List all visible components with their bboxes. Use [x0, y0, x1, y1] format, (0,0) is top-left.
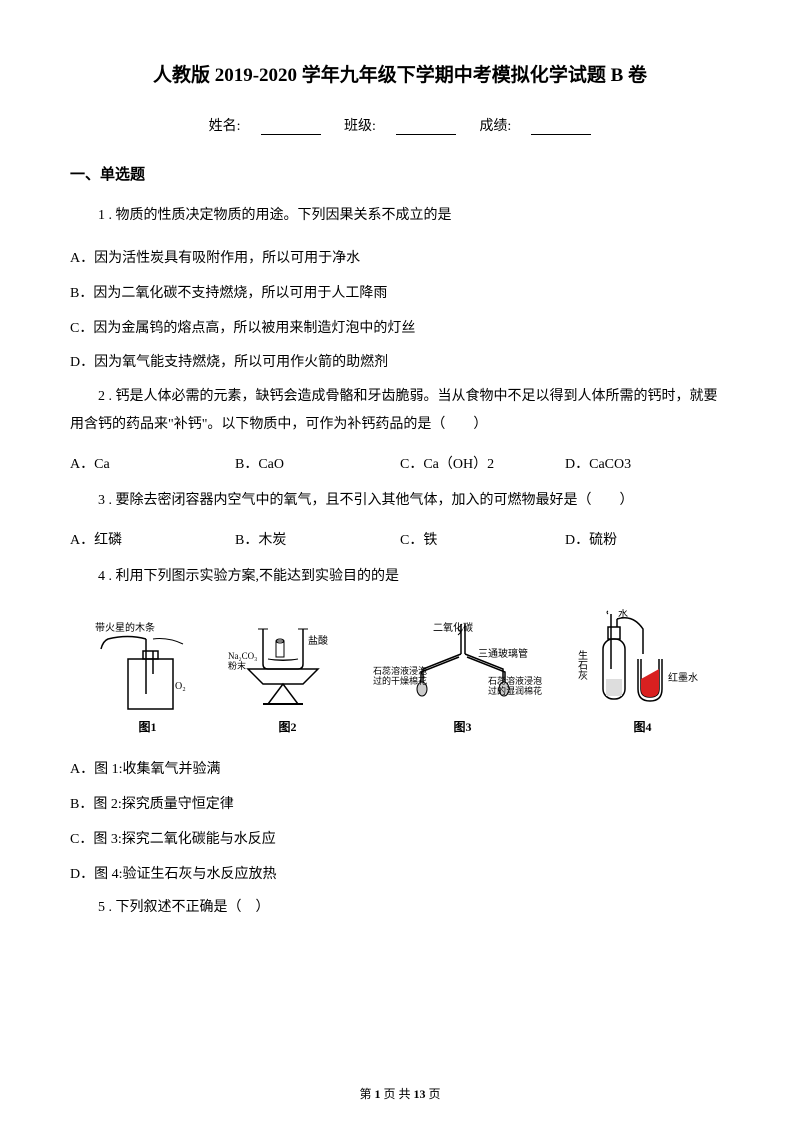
- fig1-label: 图1: [138, 718, 156, 735]
- q2-option-b: B．CaO: [235, 453, 400, 473]
- q2-options: A．Ca B．CaO C．Ca（OH）2 D．CaCO3: [70, 453, 730, 473]
- q4-options: A．图 1:收集氧气并验满 B．图 2:探究质量守恒定律 C．图 3:探究二氧化…: [70, 755, 730, 890]
- fig2-annot2-1: Na₂CO₃: [228, 651, 257, 661]
- section-1-title: 一、单选题: [70, 163, 730, 184]
- fig1-annot: 带火星的木条: [95, 621, 155, 634]
- q2-option-d: D．CaCO3: [565, 453, 730, 473]
- figure-1-svg: 带火星的木条 O₂: [93, 619, 203, 714]
- fig3-annot4-2: 过的湿润棉花: [488, 685, 542, 696]
- q1-options: A．因为活性炭具有吸附作用，所以可用于净水 B．因为二氧化碳不支持燃烧，所以可用…: [70, 244, 730, 379]
- q4-option-c: C．图 3:探究二氧化碳能与水反应: [70, 825, 730, 856]
- footer-suffix: 页: [426, 1087, 441, 1101]
- fig3-annot3-1: 石蕊溶液浸泡: [373, 665, 427, 676]
- q3-stem: 3 . 要除去密闭容器内空气中的氧气，且不引入其他气体，加入的可燃物最好是（ ）: [70, 487, 730, 515]
- q4-option-d: D．图 4:验证生石灰与水反应放热: [70, 860, 730, 891]
- q1-option-b: B．因为二氧化碳不支持燃烧，所以可用于人工降雨: [70, 279, 730, 310]
- q3-option-c: C．铁: [400, 529, 565, 549]
- q3-options: A．红磷 B．木炭 C．铁 D．硫粉: [70, 529, 730, 549]
- q5-stem: 5 . 下列叙述不正确是（ ）: [70, 894, 730, 922]
- page-footer: 第 1 页 共 13 页: [0, 1085, 800, 1102]
- fig2-label: 图2: [278, 718, 296, 735]
- fig3-annot2: 三通玻璃管: [478, 647, 528, 660]
- q3-option-a: A．红磷: [70, 529, 235, 549]
- q2-option-c: C．Ca（OH）2: [400, 453, 565, 473]
- fig2-annot1: 盐酸: [308, 634, 328, 647]
- fig3-annot4-1: 石蕊溶液浸泡: [488, 675, 542, 686]
- student-info-row: 姓名: 班级: 成绩:: [70, 115, 730, 135]
- q1-stem: 1 . 物质的性质决定物质的用途。下列因果关系不成立的是: [70, 202, 730, 230]
- name-blank: [261, 134, 321, 135]
- q4-option-a: A．图 1:收集氧气并验满: [70, 755, 730, 786]
- fig3-annot3-2: 过的干燥棉花: [373, 675, 427, 686]
- q3-option-b: B．木炭: [235, 529, 400, 549]
- q3-option-d: D．硫粉: [565, 529, 730, 549]
- q4-option-b: B．图 2:探究质量守恒定律: [70, 790, 730, 821]
- footer-mid: 页 共: [380, 1087, 413, 1101]
- figures-row: 带火星的木条 O₂ 图1 盐酸 Na₂CO₃ 粉末 图2: [70, 609, 730, 735]
- figure-4: 水 生 石 灰 红墨水 图4: [578, 609, 708, 735]
- q1-option-d: D．因为氧气能支持燃烧，所以可用作火箭的助燃剂: [70, 348, 730, 379]
- score-blank: [531, 134, 591, 135]
- fig3-label: 图3: [453, 718, 471, 735]
- figure-4-svg: 水 生 石 灰 红墨水: [578, 609, 708, 714]
- fig4-annot3: 红墨水: [668, 671, 698, 684]
- figure-2-svg: 盐酸 Na₂CO₃ 粉末: [228, 619, 348, 714]
- class-blank: [396, 134, 456, 135]
- q1-option-c: C．因为金属钨的熔点高，所以被用来制造灯泡中的灯丝: [70, 314, 730, 345]
- fig1-o2: O₂: [175, 681, 186, 692]
- fig3-annot1: 二氧化碳: [433, 621, 473, 634]
- fig2-annot2-2: 粉末: [228, 660, 246, 671]
- q4-stem: 4 . 利用下列图示实验方案,不能达到实验目的的是: [70, 563, 730, 591]
- page-title: 人教版 2019-2020 学年九年级下学期中考模拟化学试题 B 卷: [70, 60, 730, 87]
- name-label: 姓名:: [209, 119, 241, 134]
- figure-3-svg: 二氧化碳 三通玻璃管 石蕊溶液浸泡 过的干燥棉花 石蕊溶液浸泡 过的湿润棉花: [373, 619, 553, 714]
- class-label: 班级:: [344, 119, 376, 134]
- q2-stem: 2 . 钙是人体必需的元素，缺钙会造成骨骼和牙齿脆弱。当从食物中不足以得到人体所…: [70, 383, 730, 439]
- fig4-annot1: 水: [618, 609, 628, 620]
- footer-total: 13: [414, 1087, 426, 1101]
- q2-option-a: A．Ca: [70, 453, 235, 473]
- fig4-annot2-3: 灰: [578, 669, 588, 682]
- figure-1: 带火星的木条 O₂ 图1: [93, 619, 203, 735]
- score-label: 成绩:: [479, 119, 511, 134]
- q1-option-a: A．因为活性炭具有吸附作用，所以可用于净水: [70, 244, 730, 275]
- footer-prefix: 第: [359, 1087, 374, 1101]
- figure-2: 盐酸 Na₂CO₃ 粉末 图2: [228, 619, 348, 735]
- fig4-label: 图4: [633, 718, 651, 735]
- figure-3: 二氧化碳 三通玻璃管 石蕊溶液浸泡 过的干燥棉花 石蕊溶液浸泡 过的湿润棉花 图…: [373, 619, 553, 735]
